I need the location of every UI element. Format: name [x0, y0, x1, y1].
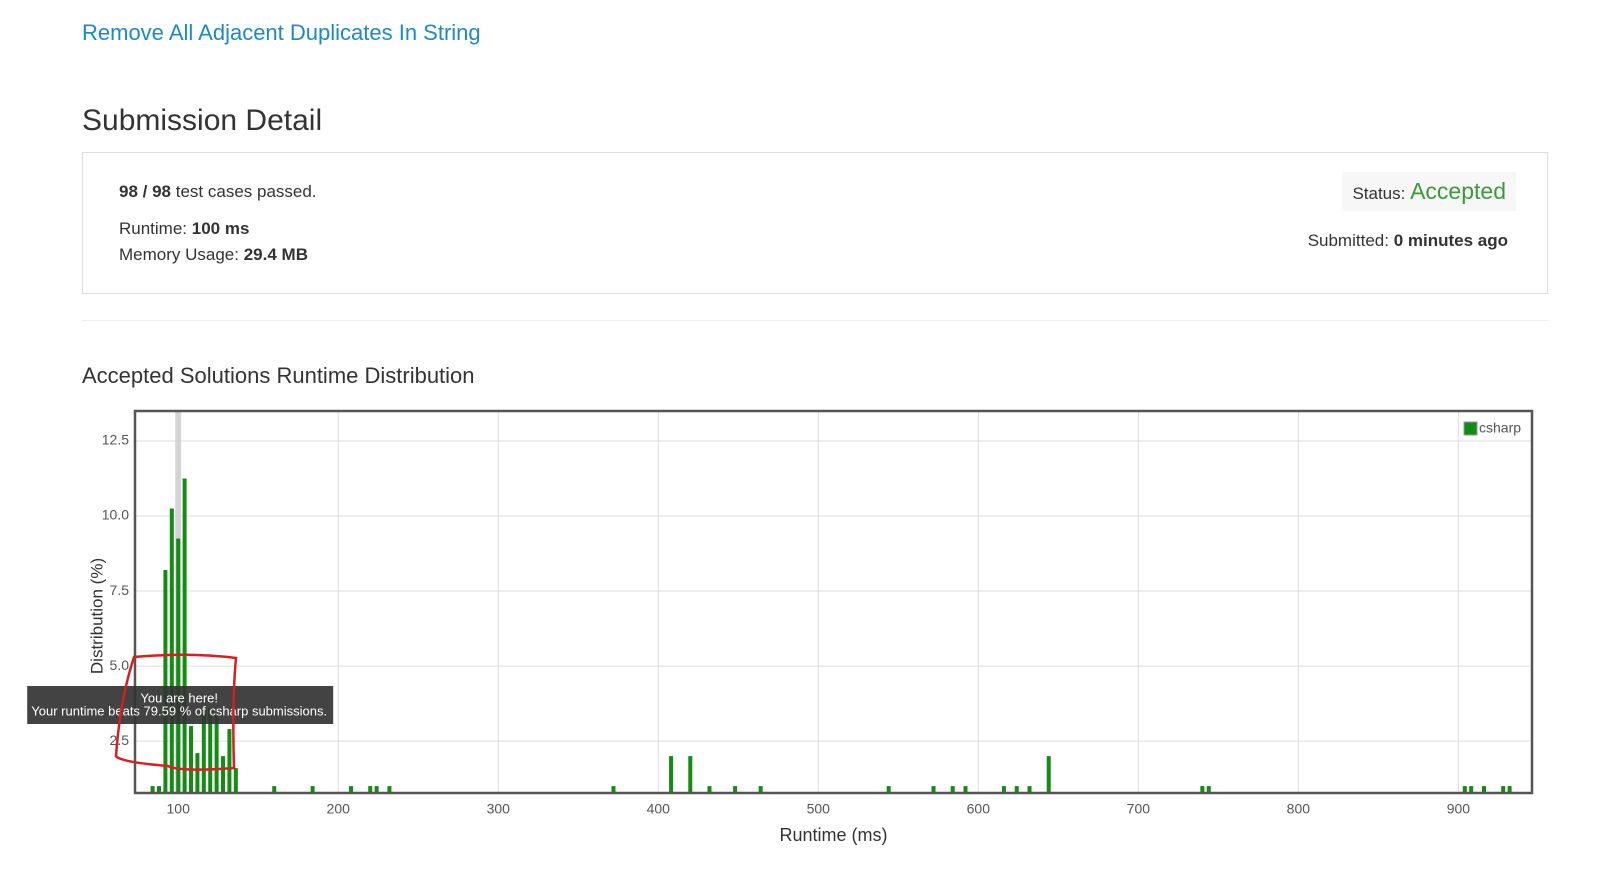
plot-frame [133, 409, 1534, 795]
summary-box [82, 152, 1548, 294]
bar [176, 538, 181, 793]
bar [1046, 756, 1051, 793]
bar [201, 714, 206, 793]
bar [349, 786, 354, 793]
test-cases-count: 98 / 98 [119, 182, 171, 201]
bar [1469, 786, 1474, 793]
bar [214, 714, 219, 793]
bar [374, 786, 379, 793]
bar [758, 786, 763, 793]
bar [163, 570, 168, 793]
tooltip [27, 686, 334, 724]
memory-label: Memory Usage: [119, 245, 239, 264]
y-tick-label: 12.5 [102, 432, 129, 448]
tooltip-text: Your runtime beats 79.59 % of csharp sub… [31, 703, 327, 718]
submitted-value: 0 minutes ago [1393, 231, 1508, 250]
bar [368, 786, 373, 793]
bar [169, 508, 174, 793]
bar [233, 768, 238, 793]
x-tick-label: 800 [1287, 801, 1311, 817]
bar [886, 786, 891, 793]
bar [950, 786, 955, 793]
legend-label: csharp [1479, 420, 1521, 436]
x-tick-label: 200 [327, 801, 351, 817]
status-value: Accepted [1410, 178, 1506, 204]
bar [1501, 786, 1506, 793]
bar [310, 786, 315, 793]
bar [931, 786, 936, 793]
bar [707, 786, 712, 793]
x-tick-label: 900 [1447, 801, 1471, 817]
bar [733, 786, 738, 793]
runtime: Runtime: 100 ms [119, 219, 249, 239]
bar [387, 786, 392, 793]
bar [611, 786, 616, 793]
bar [1206, 786, 1211, 793]
x-tick-label: 700 [1127, 801, 1151, 817]
test-cases: 98 / 98 test cases passed. [119, 182, 317, 202]
bar [688, 756, 693, 793]
submitted-label: Submitted: [1307, 231, 1389, 250]
x-tick-label: 400 [647, 801, 671, 817]
runtime-value: 100 ms [191, 219, 250, 238]
bar [189, 726, 194, 793]
bar [1014, 786, 1019, 793]
bar [1001, 786, 1006, 793]
bar [182, 478, 187, 793]
bar [272, 786, 277, 793]
bar [195, 753, 200, 793]
bar [150, 786, 155, 793]
x-axis-label: Runtime (ms) [779, 825, 887, 845]
bar [1507, 786, 1512, 793]
bar [221, 756, 226, 793]
bar [1027, 786, 1032, 793]
submitted: Submitted: 0 minutes ago [1308, 231, 1508, 251]
bar [227, 729, 232, 793]
tooltip-title: You are here! [140, 690, 218, 705]
heading: Submission Detail [82, 104, 323, 137]
memory: Memory Usage: 29.4 MB [119, 245, 308, 265]
runtime-label: Runtime: [119, 219, 188, 238]
x-tick-label: 500 [807, 801, 831, 817]
bar [157, 786, 162, 793]
bar [669, 756, 674, 793]
x-tick-label: 300 [487, 801, 511, 817]
bar [1462, 786, 1467, 793]
problem-link[interactable]: Remove All Adjacent Duplicates In String [82, 20, 481, 45]
y-tick-label: 5.0 [110, 657, 130, 673]
y-tick-label: 10.0 [102, 507, 129, 523]
legend-swatch [1463, 421, 1478, 436]
bar [963, 786, 968, 793]
x-tick-label: 600 [967, 801, 991, 817]
y-axis-label: Distribution (%) [87, 558, 106, 674]
chart-title: Accepted Solutions Runtime Distribution [82, 363, 475, 388]
divider [82, 320, 1548, 321]
x-tick-label: 100 [167, 801, 191, 817]
status-label: Status: [1352, 184, 1406, 203]
status: Status: Accepted [1342, 172, 1516, 211]
test-cases-text: test cases passed. [175, 182, 317, 201]
hand-drawn-circle [114, 653, 238, 771]
bar [208, 708, 213, 793]
y-tick-label: 2.5 [110, 732, 130, 748]
y-tick-label: 7.5 [110, 582, 130, 598]
memory-value: 29.4 MB [243, 245, 308, 264]
bar [1200, 786, 1205, 793]
bar [1481, 786, 1486, 793]
